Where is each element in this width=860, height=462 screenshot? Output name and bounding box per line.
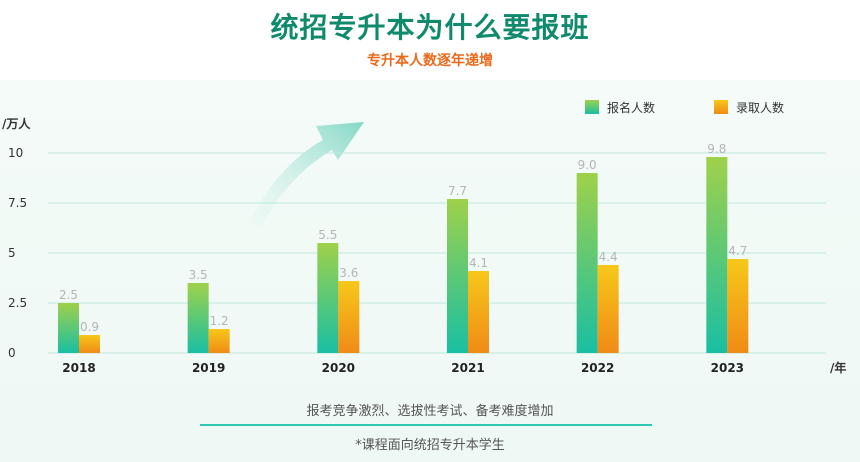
page-title: 统招专升本为什么要报班 xyxy=(270,11,590,44)
bar-registered-2021 xyxy=(447,199,468,353)
y-tick-label: 10 xyxy=(8,146,23,160)
y-tick-label: 7.5 xyxy=(8,196,27,210)
x-category-label: 2020 xyxy=(322,361,355,375)
bar-admitted-2018 xyxy=(79,335,100,353)
value-label-admitted-2022: 4.4 xyxy=(599,250,618,264)
bar-registered-2020 xyxy=(317,243,339,353)
y-tick-label: 5 xyxy=(8,246,16,260)
value-label-admitted-2023: 4.7 xyxy=(728,244,747,258)
value-label-admitted-2020: 3.6 xyxy=(339,266,358,280)
bar-registered-2022 xyxy=(576,173,598,353)
x-category-label: 2022 xyxy=(581,361,614,375)
y-axis-unit: /万人 xyxy=(2,116,31,131)
grid-lines xyxy=(48,152,826,354)
x-axis-unit: /年 xyxy=(830,360,846,375)
y-axis-ticks: 0 2.5 5 7.5 10 xyxy=(8,146,27,360)
x-category-label: 2018 xyxy=(62,361,95,375)
footer-disclaimer: *课程面向统招专升本学生 xyxy=(355,438,505,453)
value-label-registered-2021: 7.7 xyxy=(448,184,467,198)
value-label-registered-2020: 5.5 xyxy=(318,228,337,242)
footer-divider xyxy=(200,424,652,426)
growth-arrow-icon xyxy=(248,122,364,226)
bar-registered-2018 xyxy=(58,303,79,353)
bar-admitted-2021 xyxy=(468,271,489,353)
value-label-registered-2018: 2.5 xyxy=(59,288,78,302)
value-label-registered-2019: 3.5 xyxy=(189,268,208,282)
value-label-admitted-2021: 4.1 xyxy=(469,256,488,270)
legend-label-admitted: 录取人数 xyxy=(736,100,784,115)
x-category-label: 2023 xyxy=(711,361,744,375)
y-tick-label: 2.5 xyxy=(8,296,27,310)
value-label-admitted-2019: 1.2 xyxy=(210,314,229,328)
value-label-registered-2022: 9.0 xyxy=(578,158,597,172)
bar-registered-2023 xyxy=(706,157,728,353)
bar-admitted-2020 xyxy=(338,281,360,353)
legend: 报名人数 录取人数 xyxy=(585,100,784,115)
bars xyxy=(58,157,749,353)
legend-swatch-registered xyxy=(585,100,599,114)
value-label-registered-2023: 9.8 xyxy=(707,142,726,156)
page-subtitle: 专升本人数逐年递增 xyxy=(367,53,493,69)
bar-admitted-2023 xyxy=(727,259,749,353)
value-labels: 2.5 0.9 3.5 1.2 5.5 3.6 7.7 4.1 9.0 4.4 9.8 4.7 xyxy=(59,142,747,334)
bar-admitted-2019 xyxy=(208,329,230,353)
bar-admitted-2022 xyxy=(597,265,619,353)
footer-note: 报考竞争激烈、选拔性考试、备考难度增加 xyxy=(306,404,554,419)
legend-label-registered: 报名人数 xyxy=(607,100,655,115)
x-category-label: 2019 xyxy=(192,361,225,375)
x-category-label: 2021 xyxy=(451,361,484,375)
value-label-admitted-2018: 0.9 xyxy=(80,320,99,334)
bar-registered-2019 xyxy=(187,283,209,353)
header-area xyxy=(0,0,860,80)
x-axis-categories: 2018 2019 2020 2021 2022 2023 xyxy=(62,361,744,375)
legend-swatch-admitted xyxy=(714,100,728,114)
y-tick-label: 0 xyxy=(8,346,16,360)
